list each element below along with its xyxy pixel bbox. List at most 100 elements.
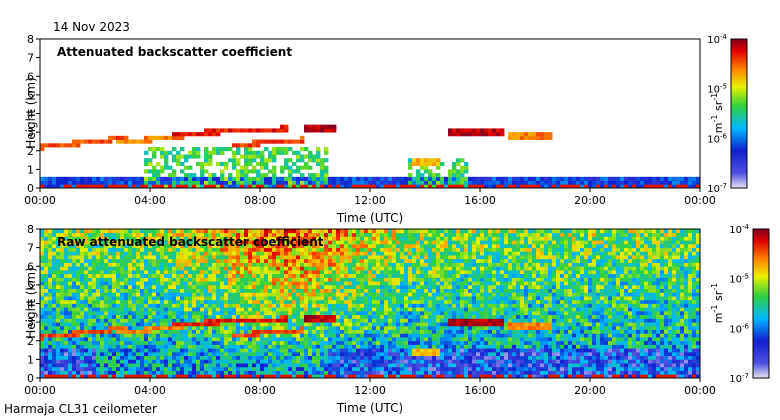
field-cell: [304, 266, 309, 271]
field-cell: [80, 359, 85, 364]
field-cell: [296, 266, 301, 271]
field-cell: [336, 325, 341, 330]
field-cell: [288, 344, 293, 349]
field-cell: [116, 269, 121, 275]
field-cell: [252, 184, 257, 189]
field-cell: [280, 333, 285, 338]
field-cell: [384, 229, 389, 234]
field-cell: [440, 184, 445, 189]
field-cell: [300, 351, 305, 357]
field-cell: [104, 292, 109, 297]
field-cell: [204, 247, 209, 252]
field-cell: [424, 243, 429, 249]
field-cell: [372, 266, 377, 271]
field-cell: [284, 340, 289, 345]
field-cell: [388, 333, 393, 338]
field-cell: [400, 247, 405, 252]
field-cell: [268, 180, 273, 185]
y-tick-label: 8: [27, 33, 34, 46]
field-cell: [204, 251, 209, 256]
field-cell: [196, 348, 201, 353]
field-cell: [132, 310, 137, 316]
field-cell: [340, 303, 345, 308]
field-cell: [424, 363, 429, 368]
field-cell: [180, 374, 185, 379]
field-cell: [84, 299, 89, 304]
field-cell: [68, 251, 73, 256]
field-cell: [160, 277, 165, 282]
field-cell: [252, 266, 257, 271]
field-cell: [280, 258, 285, 263]
field-cell: [188, 307, 193, 312]
field-cell: [420, 266, 425, 271]
field-cell: [88, 333, 93, 338]
field-cell: [396, 236, 401, 241]
field-cell: [224, 292, 229, 297]
field-cell: [40, 363, 45, 368]
field-cell: [200, 329, 205, 334]
field-cell: [352, 374, 357, 379]
field-cell: [144, 229, 149, 234]
field-cell: [276, 322, 281, 327]
field-cell: [256, 296, 261, 301]
field-cell: [304, 262, 309, 267]
field-cell: [376, 240, 381, 245]
field-cell: [120, 344, 125, 349]
field-cell: [340, 180, 345, 185]
field-cell: [324, 236, 329, 241]
field-cell: [260, 243, 265, 249]
field-cell: [420, 180, 425, 185]
field-cell: [108, 176, 113, 181]
field-cell: [40, 310, 45, 316]
field-cell: [336, 251, 341, 256]
field-cell: [100, 374, 105, 379]
field-cell: [84, 340, 89, 345]
field-cell: [188, 329, 193, 334]
field-cell: [120, 139, 125, 144]
field-cell: [260, 180, 265, 185]
field-cell: [240, 318, 245, 323]
field-cell: [144, 344, 149, 349]
field-cell: [80, 262, 85, 267]
field-cell: [376, 266, 381, 271]
field-cell: [60, 303, 65, 308]
field-cell: [436, 344, 441, 349]
field-cell: [376, 318, 381, 323]
field-cell: [220, 366, 225, 371]
field-cell: [380, 355, 385, 360]
field-cell: [368, 180, 373, 185]
field-cell: [416, 229, 421, 234]
field-cell: [144, 240, 149, 245]
field-cell: [192, 318, 197, 323]
field-cell: [400, 333, 405, 338]
field-cell: [96, 355, 101, 360]
field-cell: [420, 325, 425, 330]
field-cell: [424, 169, 429, 174]
field-cell: [132, 139, 137, 144]
field-cell: [204, 310, 209, 316]
field-cell: [256, 262, 261, 267]
field-cell: [424, 158, 429, 163]
field-cell: [72, 288, 77, 293]
field-cell: [400, 277, 405, 282]
field-cell: [268, 176, 273, 181]
field-cell: [180, 161, 185, 167]
field-cell: [260, 161, 265, 167]
field-cell: [432, 333, 437, 338]
field-cell: [276, 269, 281, 275]
field-cell: [300, 135, 305, 140]
field-cell: [64, 310, 69, 316]
field-cell: [436, 277, 441, 282]
field-cell: [224, 255, 229, 260]
field-cell: [120, 258, 125, 263]
field-cell: [100, 303, 105, 308]
field-cell: [428, 337, 433, 342]
field-cell: [400, 340, 405, 345]
field-cell: [176, 229, 181, 234]
field-cell: [284, 247, 289, 252]
field-cell: [308, 307, 313, 312]
field-cell: [312, 124, 317, 129]
field-cell: [92, 348, 97, 353]
field-cell: [148, 325, 153, 330]
field-cell: [372, 232, 377, 237]
